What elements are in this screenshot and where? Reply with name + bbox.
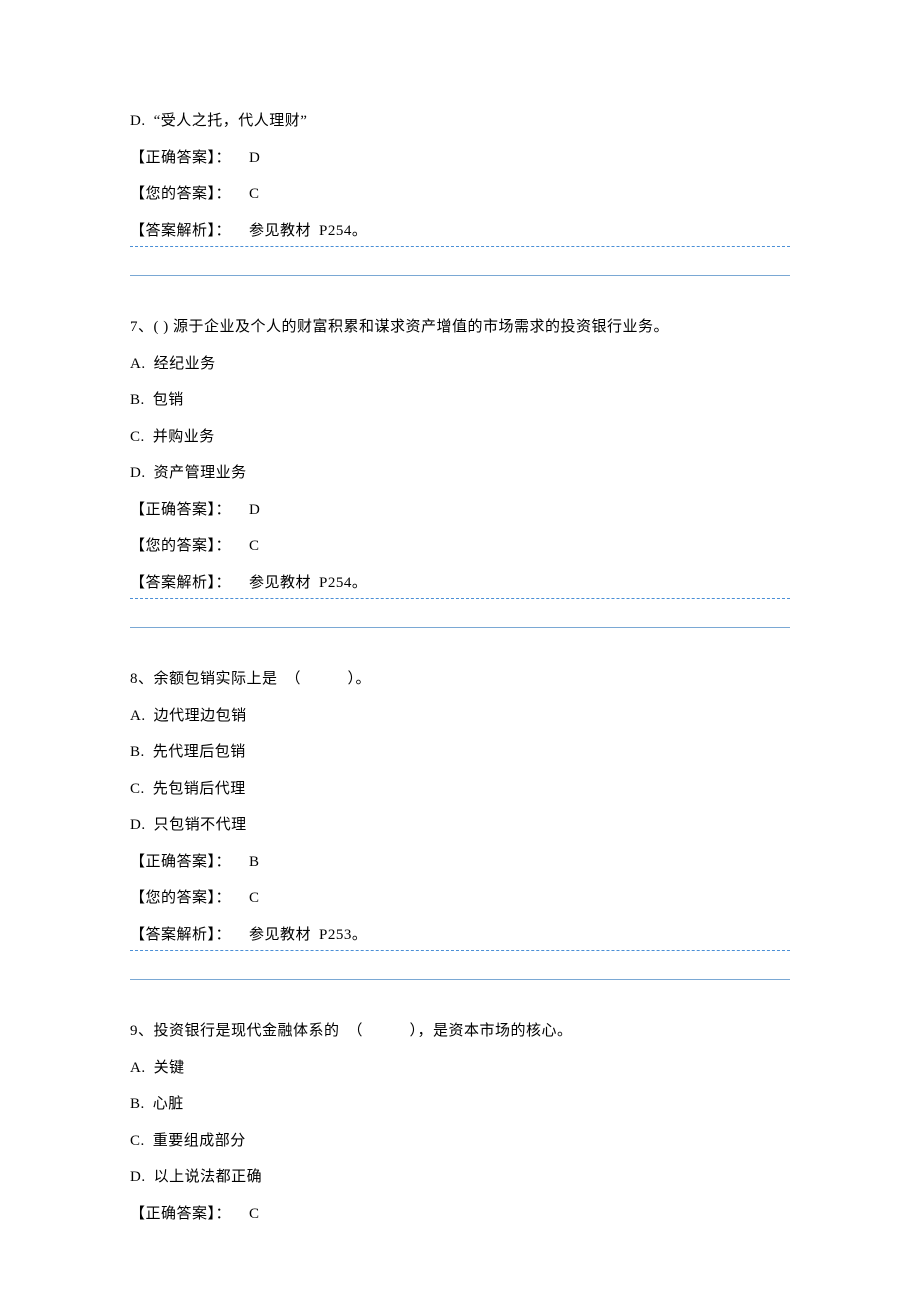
- option-c-label: C.: [130, 1133, 145, 1149]
- analysis-text: 参见教材: [249, 575, 311, 591]
- dashed-divider: [130, 246, 790, 247]
- option-c-text: 并购业务: [153, 429, 215, 445]
- option-a: A. 边代理边包销: [130, 705, 790, 728]
- option-c: C. 先包销后代理: [130, 778, 790, 801]
- option-a-text: 边代理边包销: [154, 708, 247, 724]
- correct-answer-label: 【正确答案】：: [130, 502, 231, 518]
- option-d-text: “受人之托，代人理财”: [154, 113, 308, 129]
- analysis-label: 【答案解析】：: [130, 927, 231, 943]
- correct-answer-value: C: [249, 1206, 260, 1222]
- question-number: 8、: [130, 671, 154, 687]
- dashed-divider: [130, 598, 790, 599]
- correct-answer-value: D: [249, 150, 260, 166]
- question-text: ( ) 源于企业及个人的财富积累和谋求资产增值的市场需求的投资银行业务。: [154, 319, 670, 335]
- option-b-label: B.: [130, 1096, 145, 1112]
- analysis-text: 参见教材: [249, 223, 311, 239]
- analysis-label: 【答案解析】：: [130, 575, 231, 591]
- analysis-text: 参见教材: [249, 927, 311, 943]
- analysis-row: 【答案解析】： 参见教材 P254。: [130, 220, 790, 243]
- your-answer-value: C: [249, 186, 260, 202]
- option-c-label: C.: [130, 781, 145, 797]
- option-c: C. 并购业务: [130, 426, 790, 449]
- your-answer-label: 【您的答案】：: [130, 890, 231, 906]
- option-d-label: D.: [130, 465, 146, 481]
- option-b-label: B.: [130, 744, 145, 760]
- correct-answer-label: 【正确答案】：: [130, 1206, 231, 1222]
- your-answer-value: C: [249, 538, 260, 554]
- option-b: B. 包销: [130, 389, 790, 412]
- solid-divider: [130, 627, 790, 628]
- option-c-label: C.: [130, 429, 145, 445]
- document-page: D. “受人之托，代人理财” 【正确答案】： D 【您的答案】： C 【答案解析】： 参…: [0, 0, 920, 1299]
- option-b: B. 心脏: [130, 1093, 790, 1116]
- question-stem: 7、( ) 源于企业及个人的财富积累和谋求资产增值的市场需求的投资银行业务。: [130, 316, 790, 339]
- option-d: D. 资产管理业务: [130, 462, 790, 485]
- option-c-text: 重要组成部分: [153, 1133, 246, 1149]
- option-c: C. 重要组成部分: [130, 1130, 790, 1153]
- analysis-page: P254。: [319, 575, 367, 591]
- option-a: A. 关键: [130, 1057, 790, 1080]
- solid-divider: [130, 979, 790, 980]
- question-8: 8、余额包销实际上是 （ ）。 A. 边代理边包销 B. 先代理后包销 C. 先包销后…: [130, 668, 790, 980]
- solid-divider: [130, 275, 790, 276]
- your-answer-label: 【您的答案】：: [130, 186, 231, 202]
- correct-answer-row: 【正确答案】： D: [130, 499, 790, 522]
- option-d-label: D.: [130, 113, 146, 129]
- option-d: D. 以上说法都正确: [130, 1166, 790, 1189]
- option-a-text: 关键: [154, 1060, 185, 1076]
- option-a-label: A.: [130, 356, 146, 372]
- option-d: D. “受人之托，代人理财”: [130, 110, 790, 133]
- option-d-text: 以上说法都正确: [154, 1169, 263, 1185]
- your-answer-row: 【您的答案】： C: [130, 535, 790, 558]
- option-d-text: 资产管理业务: [154, 465, 247, 481]
- option-b-text: 心脏: [153, 1096, 184, 1112]
- correct-answer-row: 【正确答案】： C: [130, 1203, 790, 1226]
- question-stem: 9、投资银行是现代金融体系的 （ ），是资本市场的核心。: [130, 1020, 790, 1043]
- question-7: 7、( ) 源于企业及个人的财富积累和谋求资产增值的市场需求的投资银行业务。 A…: [130, 316, 790, 628]
- your-answer-value: C: [249, 890, 260, 906]
- correct-answer-row: 【正确答案】： D: [130, 147, 790, 170]
- dashed-divider: [130, 950, 790, 951]
- option-a-text: 经纪业务: [154, 356, 216, 372]
- option-d-label: D.: [130, 817, 146, 833]
- option-b-text: 包销: [153, 392, 184, 408]
- correct-answer-value: D: [249, 502, 260, 518]
- option-a-label: A.: [130, 1060, 146, 1076]
- correct-answer-label: 【正确答案】：: [130, 854, 231, 870]
- analysis-row: 【答案解析】： 参见教材 P254。: [130, 572, 790, 595]
- correct-answer-value: B: [249, 854, 260, 870]
- correct-answer-label: 【正确答案】：: [130, 150, 231, 166]
- option-c-text: 先包销后代理: [153, 781, 246, 797]
- option-d: D. 只包销不代理: [130, 814, 790, 837]
- question-number: 9、: [130, 1023, 154, 1039]
- option-b-label: B.: [130, 392, 145, 408]
- analysis-label: 【答案解析】：: [130, 223, 231, 239]
- option-b: B. 先代理后包销: [130, 741, 790, 764]
- correct-answer-row: 【正确答案】： B: [130, 851, 790, 874]
- question-text: 投资银行是现代金融体系的 （ ），是资本市场的核心。: [154, 1023, 573, 1039]
- option-d-text: 只包销不代理: [154, 817, 247, 833]
- question-6-tail: D. “受人之托，代人理财” 【正确答案】： D 【您的答案】： C 【答案解析】： 参…: [130, 110, 790, 276]
- your-answer-row: 【您的答案】： C: [130, 887, 790, 910]
- question-stem: 8、余额包销实际上是 （ ）。: [130, 668, 790, 691]
- your-answer-row: 【您的答案】： C: [130, 183, 790, 206]
- question-text: 余额包销实际上是 （ ）。: [154, 671, 372, 687]
- question-number: 7、: [130, 319, 154, 335]
- option-a-label: A.: [130, 708, 146, 724]
- option-a: A. 经纪业务: [130, 353, 790, 376]
- analysis-row: 【答案解析】： 参见教材 P253。: [130, 924, 790, 947]
- your-answer-label: 【您的答案】：: [130, 538, 231, 554]
- option-b-text: 先代理后包销: [153, 744, 246, 760]
- question-9: 9、投资银行是现代金融体系的 （ ），是资本市场的核心。 A. 关键 B. 心脏 C…: [130, 1020, 790, 1225]
- analysis-page: P254。: [319, 223, 367, 239]
- analysis-page: P253。: [319, 927, 367, 943]
- option-d-label: D.: [130, 1169, 146, 1185]
